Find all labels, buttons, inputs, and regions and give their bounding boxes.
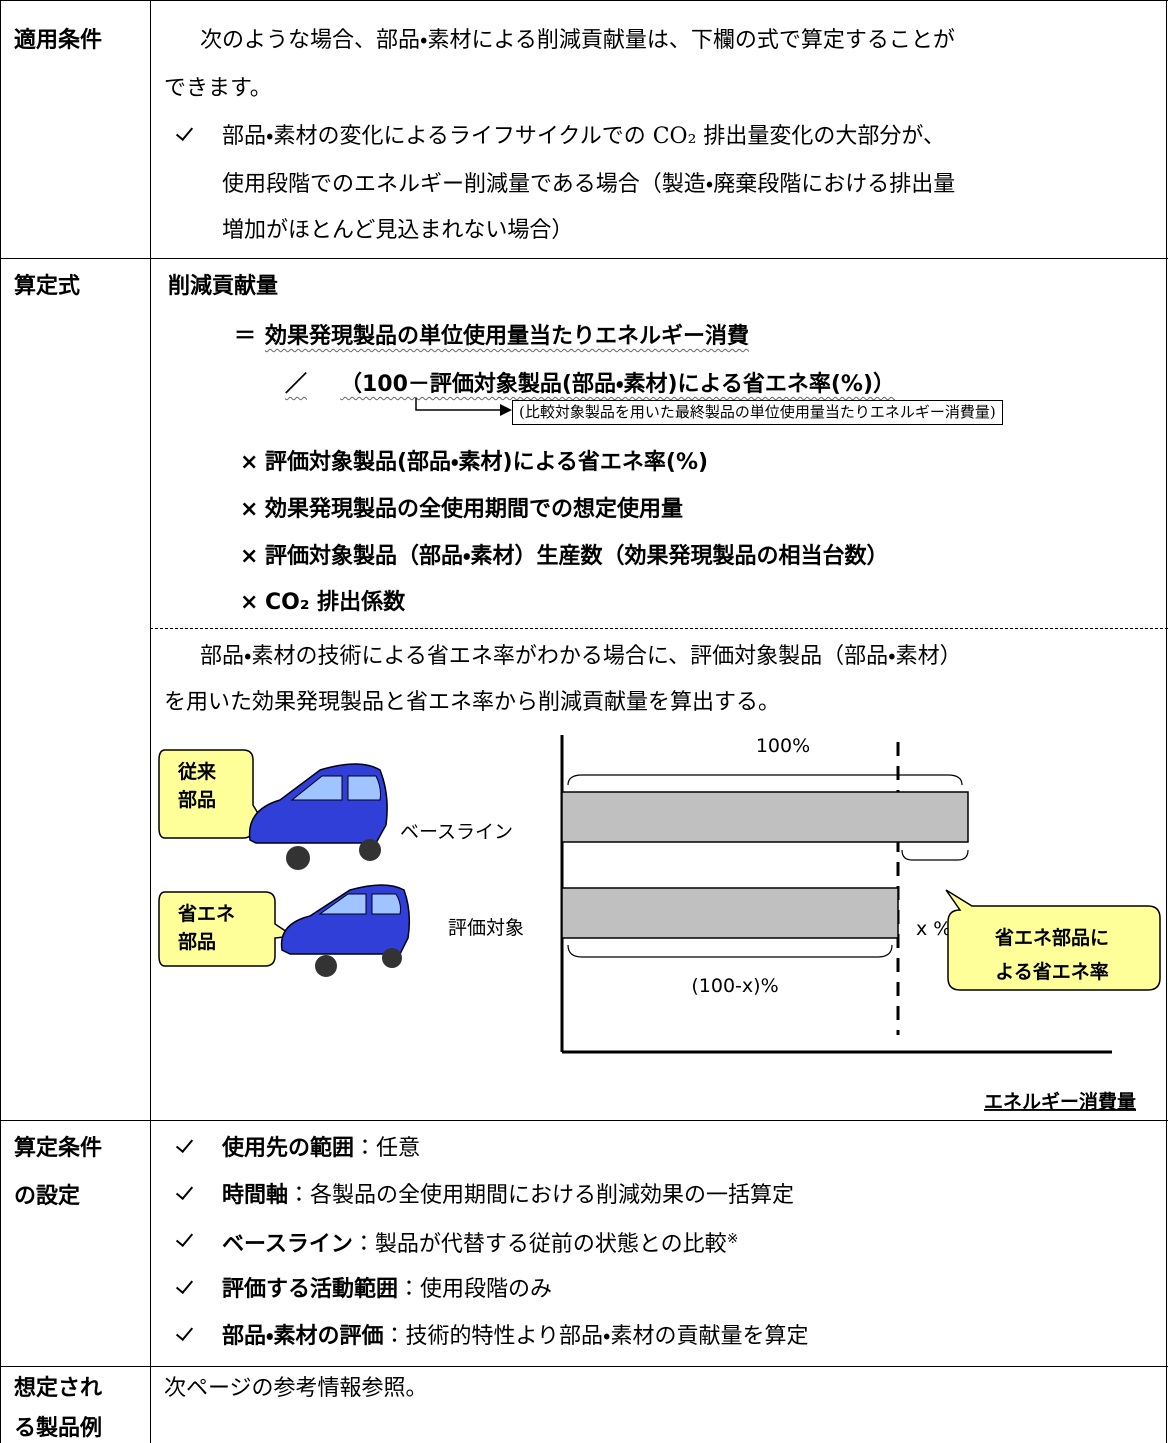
term: 部品・素材の評価	[222, 1324, 384, 1349]
bullet-text: 使用段階でのエネルギー削減量である場合（製造・廃棄段階における排出量	[222, 172, 956, 197]
callout-text: 省エネ	[177, 902, 235, 925]
formula-term: 効果発現製品の全使用期間での想定使用量	[265, 497, 684, 522]
border	[0, 0, 1, 1443]
term: 評価する活動範囲	[222, 1277, 399, 1302]
label: 100%	[756, 735, 810, 757]
row-label: 適用条件	[14, 28, 103, 53]
car-icon	[248, 763, 388, 870]
callout-text: 部品	[178, 931, 216, 953]
note-mark: ※	[726, 1231, 739, 1247]
check-icon	[175, 1228, 194, 1248]
operator: ×	[240, 497, 259, 522]
label: (100-x)%	[691, 975, 778, 997]
axis-label: エネルギー消費量	[984, 1090, 1136, 1113]
condition-item: ベースライン：製品が代替する従前の状態との比較※	[222, 1232, 738, 1256]
text: 次ページの参考情報参照。	[164, 1376, 428, 1401]
border	[1166, 0, 1167, 1443]
row-label: 算定式	[14, 274, 81, 299]
formula-term: CO₂ 排出係数	[265, 590, 406, 615]
term: 使用先の範囲	[222, 1136, 355, 1161]
callout-text: 従来	[177, 760, 216, 783]
formula-lhs: 削減貢献量	[168, 274, 279, 299]
check-icon	[175, 122, 194, 142]
formula-term: 評価対象製品(部品・素材)による省エネ率(%)	[265, 450, 709, 475]
operator: ／	[285, 372, 308, 397]
callout-text: 省エネ部品に	[994, 926, 1109, 949]
baseline-bar	[561, 791, 969, 843]
text: を用いた効果発現製品と省エネ率から削減貢献量を算出する。	[164, 690, 781, 715]
text: 次のような場合、部品・素材による削減貢献量は、下欄の式で算定することが	[200, 28, 955, 53]
bullet-text: 増加がほとんど見込まれない場合）	[222, 218, 574, 243]
description: ：製品が代替する従前の状態との比較	[352, 1232, 727, 1257]
border	[0, 1120, 1168, 1121]
border	[0, 258, 1168, 259]
condition-item: 部品・素材の評価：技術的特性より部品・素材の貢献量を算定	[222, 1326, 809, 1348]
border	[0, 1366, 1168, 1367]
description: ：使用段階のみ	[398, 1277, 553, 1302]
operator: ＝	[234, 324, 257, 349]
condition-item: 時間軸：各製品の全使用期間における削減効果の一括算定	[222, 1185, 794, 1207]
row-label: 算定条件	[14, 1136, 103, 1161]
label: 評価対象	[448, 917, 524, 939]
operator: ×	[240, 590, 259, 615]
formula-term: （100－評価対象製品(部品・素材)による省エネ率(%)）	[340, 372, 896, 397]
condition-item: 使用先の範囲：任意	[222, 1138, 420, 1160]
formula-term: 効果発現製品の単位使用量当たりエネルギー消費	[265, 324, 750, 349]
target-bar	[561, 887, 899, 939]
callout-text: よる省エネ率	[995, 960, 1108, 983]
callout-text: 部品	[178, 789, 216, 811]
border	[150, 0, 151, 1443]
check-icon	[175, 1275, 194, 1295]
operator: ×	[240, 544, 259, 569]
term: 時間軸	[222, 1183, 289, 1208]
arrow	[415, 398, 512, 416]
bullet-text: 部品・素材の変化によるライフサイクルでの CO₂ 排出量変化の大部分が、	[222, 124, 945, 149]
description: ：任意	[354, 1136, 421, 1161]
label: x %	[916, 918, 951, 940]
dashed-divider	[150, 628, 1168, 629]
check-icon	[175, 1181, 194, 1201]
text: できます。	[164, 76, 272, 101]
row-label: 想定され	[14, 1376, 103, 1401]
label: ベースライン	[400, 821, 513, 843]
description: ：各製品の全使用期間における削減効果の一括算定	[288, 1183, 795, 1208]
row-label: る製品例	[14, 1416, 103, 1441]
operator: ×	[240, 450, 259, 475]
row-label: の設定	[14, 1184, 81, 1209]
text: 部品・素材の技術による省エネ率がわかる場合に、評価対象製品（部品・素材）	[200, 644, 962, 669]
diagram: 100% ベースライン 評価対象 x % (100-x)% エネルギー消費量 従…	[158, 735, 1161, 1113]
border	[0, 0, 1168, 1]
term: ベースライン	[222, 1232, 353, 1257]
check-icon	[175, 1134, 194, 1154]
car-icon	[280, 884, 411, 977]
condition-item: 評価する活動範囲：使用段階のみ	[222, 1279, 552, 1301]
note-box: (比較対象製品を用いた最終製品の単位使用量当たりエネルギー消費量)	[512, 400, 1003, 425]
check-icon	[175, 1322, 194, 1342]
formula-term: 評価対象製品（部品・素材）生産数（効果発現製品の相当台数）	[265, 544, 889, 569]
description: ：技術的特性より部品・素材の貢献量を算定	[383, 1324, 809, 1349]
